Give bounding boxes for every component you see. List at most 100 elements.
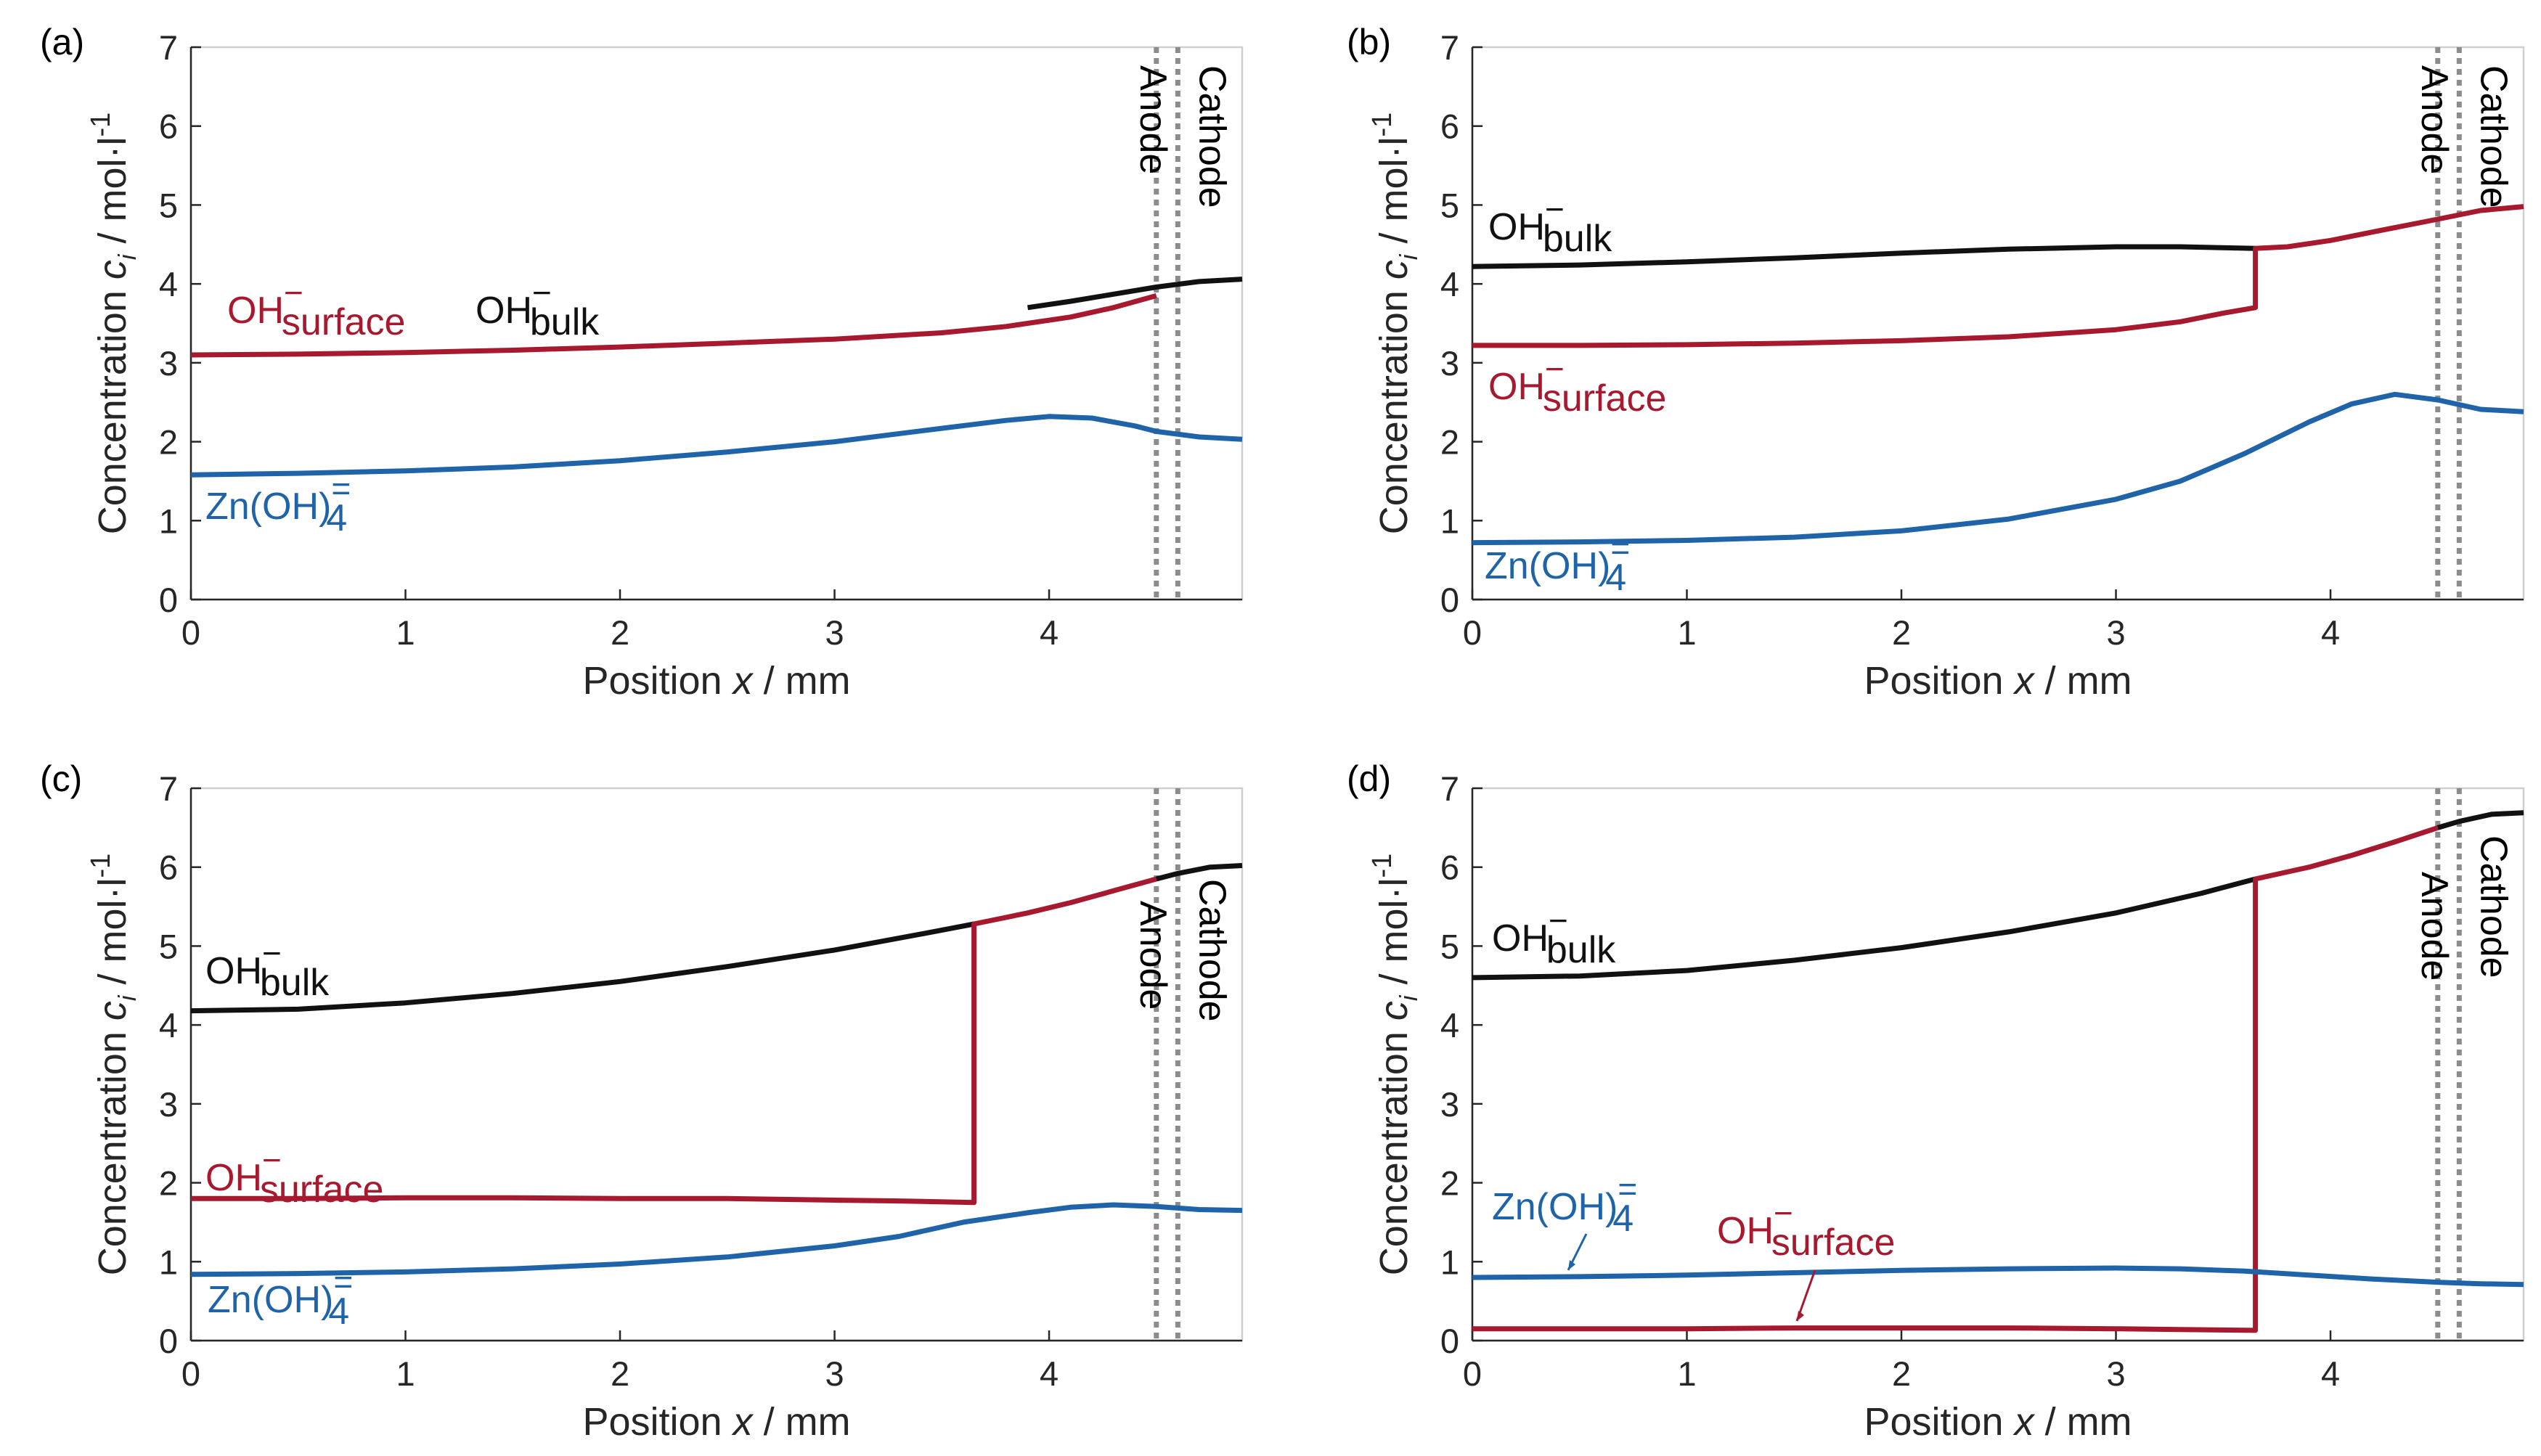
series-label: Zn(OH)= 4 xyxy=(205,470,351,539)
y-axis-label-part: / mol·l xyxy=(1372,878,1416,996)
series-line-oh-bulk xyxy=(190,921,975,1014)
y-axis-label-part: / mol·l xyxy=(91,878,134,996)
label-base: OH xyxy=(1488,366,1545,408)
x-axis-label: Position x / mm xyxy=(1864,659,2132,703)
x-axis-label: Position x / mm xyxy=(582,659,850,703)
label-superscript: − xyxy=(1545,350,1565,388)
y-tick-label: 5 xyxy=(1440,927,1459,965)
series-label: OH− bulk xyxy=(476,274,600,343)
y-tick-label: 4 xyxy=(159,265,178,303)
panel-label: (c) xyxy=(40,758,82,799)
label-superscript: − xyxy=(1549,901,1568,939)
y-tick-label: 1 xyxy=(1440,1243,1459,1281)
y-tick-label: 1 xyxy=(1440,502,1459,540)
label-subscript: 4 xyxy=(1612,1198,1634,1240)
series-label: Zn(OH)= 4 xyxy=(1492,1170,1637,1240)
y-tick-label: 1 xyxy=(159,1243,178,1281)
x-tick-label: 0 xyxy=(182,613,200,652)
x-tick-label: 4 xyxy=(2321,613,2340,652)
annotation-arrowhead xyxy=(1568,1260,1575,1270)
label-base: OH xyxy=(205,1157,262,1199)
label-base: OH xyxy=(1492,917,1549,960)
y-axis-label-part: Concentration xyxy=(1372,1021,1416,1275)
y-tick-label: 7 xyxy=(1440,769,1459,808)
electrode-label-cathode: Cathode xyxy=(1191,65,1233,208)
label-subscript: bulk xyxy=(1543,218,1612,260)
label-superscript: − xyxy=(1774,1194,1793,1232)
panel-label: (a) xyxy=(40,22,84,62)
y-tick-label: 0 xyxy=(1440,1322,1459,1360)
x-axis-label-part: / mm xyxy=(753,659,851,703)
plot-frame xyxy=(1471,787,2525,1342)
electrode-label-cathode: Cathode xyxy=(1191,879,1233,1022)
x-axis-label-part: x xyxy=(731,659,754,703)
label-superscript: − xyxy=(532,274,552,311)
x-axis-label: Position x / mm xyxy=(1864,1400,2132,1444)
x-axis-label-part: Position xyxy=(1864,659,2014,703)
series-label: OH− surface xyxy=(227,274,405,343)
electrode-label-anode: Anode xyxy=(1132,65,1174,174)
label-superscript: = xyxy=(333,1263,353,1301)
series-label-text: OH− bulk xyxy=(205,934,330,1004)
y-axis-label: Concentration ci / mol·l-1 xyxy=(1367,854,1423,1276)
panel-label: (b) xyxy=(1347,22,1391,62)
label-subscript: bulk xyxy=(530,301,600,343)
electrode-label-cathode: Cathode xyxy=(2472,835,2514,978)
x-tick-label: 0 xyxy=(1463,1354,1482,1393)
series-label-text: Zn(OH)= 4 xyxy=(208,1263,353,1333)
y-axis-label-part: c xyxy=(91,260,134,279)
y-axis-label-part: Concentration xyxy=(91,279,134,534)
label-superscript: = xyxy=(331,470,351,507)
y-tick-label: 1 xyxy=(159,502,178,540)
y-axis-label: Concentration ci / mol·l-1 xyxy=(86,113,142,535)
x-axis-label-part: Position xyxy=(582,1400,733,1444)
series-line-oh-bulk-cathode xyxy=(2436,810,2524,830)
label-subscript: surface xyxy=(282,301,406,343)
x-axis-label: Position x / mm xyxy=(582,1400,850,1444)
series-line-zn-oh-4 xyxy=(190,1202,1243,1277)
x-axis-label-part: / mm xyxy=(2034,1400,2132,1444)
y-tick-label: 3 xyxy=(159,1085,178,1124)
x-axis-label-part: x xyxy=(2012,659,2036,703)
series-label: Zn(OH)= 4 xyxy=(1485,529,1630,599)
series-label: OH− bulk xyxy=(205,934,330,1004)
x-axis-label-part: / mm xyxy=(753,1400,851,1444)
series-label-text: OH− bulk xyxy=(1492,901,1616,971)
y-axis-label-part: i xyxy=(1395,994,1423,1001)
x-tick-label: 3 xyxy=(825,1354,844,1393)
y-axis-label-part: c xyxy=(91,1001,134,1021)
y-tick-label: 6 xyxy=(159,107,178,146)
label-subscript: 4 xyxy=(328,1291,349,1333)
y-axis-label-part: i xyxy=(114,253,142,260)
y-tick-label: 7 xyxy=(1440,28,1459,67)
electrode-label-cathode: Cathode xyxy=(2472,65,2514,208)
y-tick-label: 3 xyxy=(159,344,178,383)
x-tick-label: 0 xyxy=(182,1354,200,1393)
series-label: OH− bulk xyxy=(1492,901,1616,971)
x-tick-label: 1 xyxy=(396,1354,415,1393)
label-base: OH xyxy=(476,290,532,332)
label-superscript: − xyxy=(262,934,282,972)
series-label-text: OH− bulk xyxy=(476,274,600,343)
x-tick-label: 3 xyxy=(2106,613,2125,652)
y-axis-label-part: -1 xyxy=(1367,113,1398,137)
series-line-oh-surface xyxy=(1472,204,2524,348)
y-tick-label: 0 xyxy=(1440,581,1459,619)
y-tick-label: 3 xyxy=(1440,1085,1459,1124)
series-line-oh-bulk xyxy=(1472,876,2256,981)
label-subscript: bulk xyxy=(1546,929,1616,971)
panel-label: (d) xyxy=(1347,758,1391,799)
series-label-text: OH− surface xyxy=(227,274,405,343)
series-label-text: OH− bulk xyxy=(1488,190,1612,260)
label-base: Zn(OH) xyxy=(208,1279,333,1321)
series-label: OH− surface xyxy=(1717,1194,1895,1264)
x-tick-label: 2 xyxy=(1892,1354,1911,1393)
x-tick-label: 4 xyxy=(1040,613,1059,652)
series-label-text: Zn(OH)= 4 xyxy=(1492,1170,1637,1240)
x-tick-label: 1 xyxy=(396,613,415,652)
x-tick-label: 2 xyxy=(611,1354,629,1393)
